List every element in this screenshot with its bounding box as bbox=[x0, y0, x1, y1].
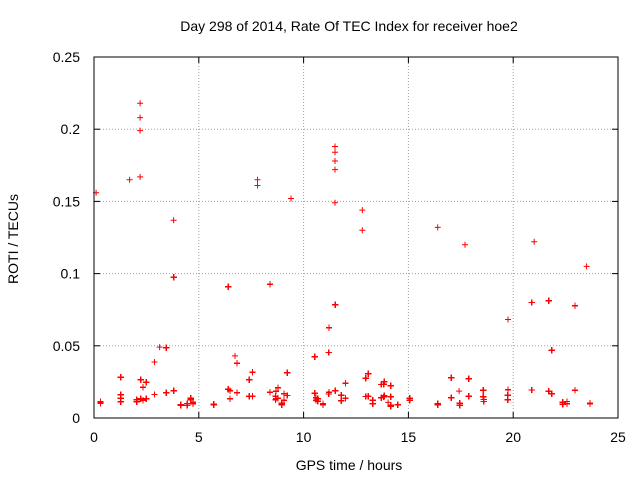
data-points bbox=[93, 100, 593, 410]
grid-lines bbox=[94, 57, 618, 418]
data-point bbox=[156, 344, 163, 351]
data-point bbox=[456, 388, 463, 395]
data-point bbox=[232, 352, 238, 359]
chart-title: Day 298 of 2014, Rate Of TEC Index for r… bbox=[180, 18, 518, 34]
